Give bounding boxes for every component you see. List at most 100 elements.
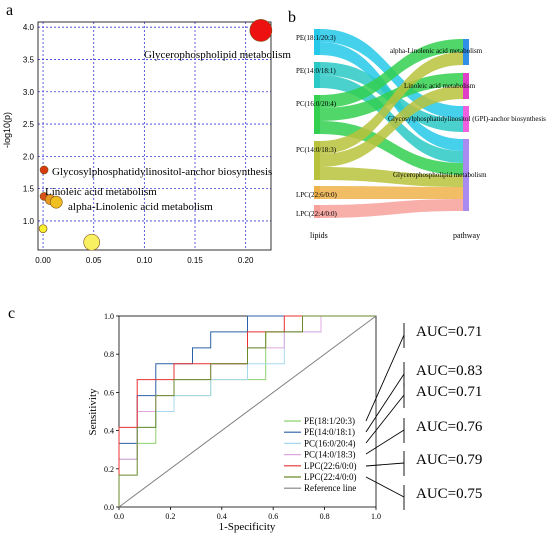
- sankey-flow: [320, 167, 463, 187]
- roc-legend-label: LPC(22:4/0:0): [304, 472, 357, 482]
- roc-legend: PE(18:1/20:3)PE(14:0/18:1)PC(16:0/20:4) P…: [284, 416, 357, 493]
- auc-label: AUC=0.83: [416, 363, 482, 379]
- roc-curves: [118, 315, 377, 508]
- bubble-point: [39, 165, 49, 175]
- roc-x-tick-label: 0.2: [165, 512, 175, 521]
- bubble-point-label: alpha-Linolenic acid metabolism: [68, 201, 213, 213]
- roc-axis-ticks: 0.0 0.2 0.4 0.6 0.8 1.0 0.0 0.2 0.4 0.6 0.8 1.0: [104, 312, 381, 521]
- sankey-labels: PE(18:1/20:3) PE(14:0/18:1) PC(16:0/20:4) P…: [296, 34, 546, 218]
- auc-leader-line: [365, 394, 405, 444]
- roc-curve: [118, 315, 376, 507]
- bubble-point: [249, 19, 273, 42]
- roc-legend-label: LPC(22:6/0:0): [304, 461, 357, 471]
- roc-y-tick-label: 0.4: [104, 427, 114, 436]
- sankey-lipid-label: PE(18:1/20:3): [296, 34, 336, 42]
- bubble-axis-ticks: 0.00 0.05 0.10 0.15 0.20 1.0 1.5 2.0 2.5 3.0 3.5 4.…: [23, 23, 254, 265]
- bubble-plot-frame: [37, 21, 272, 251]
- sankey-lipid-node: [314, 95, 320, 134]
- bubble-point-label: Glycosylphosphatidylinositol-anchor bios…: [52, 166, 272, 178]
- roc-legend-label: PC(16:0/20:4): [304, 438, 356, 448]
- auc-leader-line: [365, 334, 405, 422]
- sankey-flow: [320, 75, 463, 163]
- bubble-x-tick-label: 0.15: [187, 256, 203, 265]
- roc-legend-label: PE(14:0/18:1): [304, 427, 355, 437]
- panel-label-a: a: [6, 2, 13, 19]
- roc-x-tick-label: 0.4: [217, 512, 227, 521]
- auc-label: AUC=0.75: [416, 486, 482, 502]
- sankey-lipid-label: PC(16:0/20:4): [296, 100, 337, 108]
- sankey-right-axis-label: pathway: [453, 231, 480, 240]
- sankey-lipid-node: [314, 205, 320, 218]
- roc-legend-label: PC(14:0/18:3): [304, 450, 356, 460]
- auc-label: AUC=0.71: [416, 324, 482, 340]
- bubble-chart-panel: 0.00 0.05 0.10 0.15 0.20 1.0 1.5 2.0 2.5 3.0 3.5 4.…: [2, 19, 291, 265]
- roc-x-tick-label: 0.0: [114, 512, 124, 521]
- auc-leader-line: [365, 429, 405, 455]
- roc-y-tick-label: 0.8: [104, 350, 114, 359]
- auc-label: AUC=0.79: [416, 452, 482, 468]
- sankey-lipid-label: PC(14:0/18:3): [296, 146, 337, 154]
- sankey-pathway-label: Glycerophospholipid metabolism: [393, 171, 487, 179]
- bubble-x-tick-label: 0.20: [238, 256, 254, 265]
- sankey-lipid-node: [314, 62, 320, 88]
- roc-y-tick-label: 1.0: [104, 312, 114, 321]
- sankey-lipid-node: [314, 29, 320, 55]
- auc-label: AUC=0.76: [416, 419, 483, 435]
- sankey-lipid-label: PE(14:0/18:1): [296, 67, 336, 75]
- bubble-point: [83, 233, 100, 251]
- sankey-lipid-label: LPC(22:6/0:0): [296, 191, 338, 199]
- bubble-point: [49, 195, 63, 209]
- auc-leader-line: [365, 373, 405, 433]
- sankey-flow: [320, 199, 463, 218]
- panel-label-b: b: [288, 9, 296, 26]
- sankey-pathway-label: Linoleic acid metabolism: [404, 82, 476, 90]
- roc-y-tick-label: 0.0: [104, 503, 114, 512]
- bubble-point-label: Glycerophospholipid metabolism: [144, 49, 291, 61]
- roc-y-tick-label: 0.2: [104, 465, 114, 474]
- sankey-flow: [320, 52, 463, 154]
- bubble-y-tick-label: 4.0: [23, 23, 35, 32]
- bubble-point-label: Linoleic acid metabolism: [45, 186, 157, 198]
- sankey-left-axis-label: lipids: [310, 231, 328, 240]
- sankey-panel: PE(18:1/20:3) PE(14:0/18:1) PC(16:0/20:4) P…: [296, 29, 546, 240]
- roc-legend-label: Reference line: [304, 483, 356, 493]
- sankey-pathway-label: Glycosylphosphatidylinositol (GPI)-ancho…: [388, 115, 546, 123]
- roc-x-tick-label: 0.8: [320, 512, 330, 521]
- roc-y-axis-label: Sensitivity: [87, 388, 99, 436]
- roc-auc-annotations: AUC=0.71 AUC=0.83 AUC=0.71 AUC=0.76 AUC=0.79…: [365, 323, 483, 510]
- panel-label-c: c: [8, 305, 15, 322]
- sankey-pathway-node: [463, 106, 469, 132]
- bubble-y-tick-label: 3.5: [23, 55, 35, 64]
- roc-x-tick-label: 0.6: [268, 512, 278, 521]
- sankey-flows: [320, 29, 463, 218]
- sankey-flow: [320, 86, 463, 167]
- sankey-pathway-node: [463, 39, 469, 65]
- roc-x-tick-label: 1.0: [371, 512, 381, 521]
- roc-curve: [118, 315, 377, 508]
- sankey-pathway-node: [463, 73, 469, 99]
- sankey-lipid-node: [314, 141, 320, 180]
- bubble-y-tick-label: 2.5: [23, 120, 35, 129]
- bubble-y-tick-label: 1.0: [23, 217, 35, 226]
- bubble-x-tick-label: 0.05: [86, 256, 102, 265]
- bubble-y-tick-label: 2.0: [23, 152, 35, 161]
- roc-panel: 0.0 0.2 0.4 0.6 0.8 1.0 0.0 0.2 0.4 0.6 0.8 1.0 1-S…: [87, 312, 483, 533]
- bubble-x-tick-label: 0.00: [35, 256, 51, 265]
- roc-x-axis-label: 1-Specificity: [219, 521, 276, 533]
- sankey-pathway-node: [463, 139, 469, 211]
- bubble-points: [38, 19, 273, 251]
- auc-leader-line: [365, 462, 405, 467]
- bubble-labels: Glycerophospholipid metabolism Glycosylph…: [45, 49, 291, 213]
- bubble-y-tick-label: 1.5: [23, 185, 35, 194]
- roc-legend-label: PE(18:1/20:3): [304, 416, 355, 426]
- bubble-x-tick-label: 0.10: [137, 256, 153, 265]
- sankey-nodes: [314, 29, 469, 218]
- bubble-y-tick-label: 3.0: [23, 88, 35, 97]
- roc-y-tick-label: 0.6: [104, 388, 114, 397]
- sankey-lipid-label: LPC(22:4/0:0): [296, 210, 338, 218]
- sankey-pathway-label: alpha-Linolenic acid metabolism: [390, 47, 483, 55]
- auc-leader-line: [365, 476, 405, 498]
- auc-label: AUC=0.71: [416, 384, 482, 400]
- sankey-flow: [320, 186, 463, 199]
- bubble-grid: [38, 22, 271, 250]
